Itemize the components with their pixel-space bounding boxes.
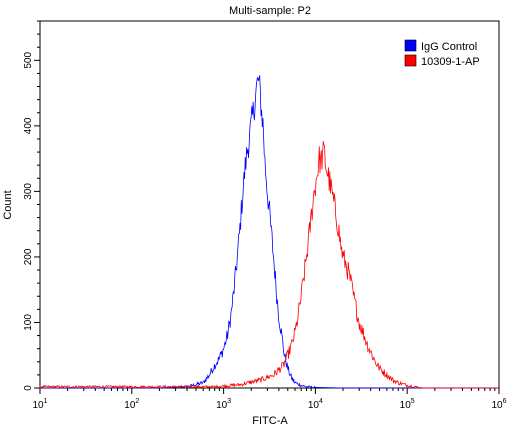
y-tick-label: 200	[23, 248, 34, 265]
series-2-curve	[39, 141, 499, 389]
y-tick-label: 100	[23, 314, 34, 331]
y-tick-label: 500	[23, 52, 34, 69]
legend-label: IgG Control	[421, 41, 477, 53]
x-tick-label: 103	[216, 398, 231, 411]
legend-label: 10309-1-AP	[421, 56, 480, 68]
x-axis: 101 102 103 104 105 106	[32, 388, 507, 411]
series-line	[40, 75, 499, 389]
y-axis: 0 100 200 300 400 500	[23, 20, 40, 391]
y-tick-label: 300	[23, 183, 34, 200]
y-tick-label: 400	[23, 117, 34, 134]
series-1-curve	[40, 75, 499, 389]
x-axis-label: FITC-A	[252, 415, 288, 427]
legend-swatch	[404, 39, 417, 52]
legend-swatch	[404, 54, 417, 67]
x-tick-label: 104	[308, 398, 323, 411]
series-line	[39, 141, 499, 389]
x-tick-label: 101	[32, 398, 47, 411]
x-tick-label: 106	[491, 398, 506, 411]
chart-title: Multi-sample: P2	[229, 5, 311, 17]
legend: IgG Control 10309-1-AP	[404, 39, 480, 68]
x-tick-label: 102	[124, 398, 139, 411]
y-axis-label: Count	[2, 190, 14, 219]
y-tick-label: 0	[23, 385, 34, 391]
series-curves	[39, 75, 499, 389]
x-tick-label: 105	[400, 398, 415, 411]
